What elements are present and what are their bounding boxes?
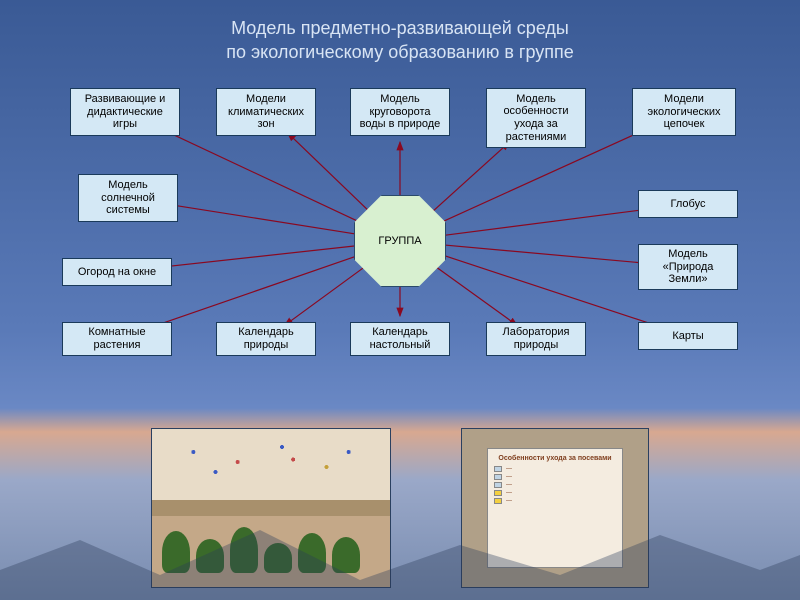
poster-row-text: — (506, 474, 512, 480)
poster-title: Особенности ухода за посевами (494, 455, 616, 462)
photo1-decor-dots (160, 437, 382, 487)
center-node-label: ГРУППА (378, 235, 421, 247)
diagram-node: Модели климатических зон (216, 88, 316, 136)
poster-row-text: — (506, 466, 512, 472)
sun-icon (494, 498, 502, 504)
poster-row-text: — (506, 482, 512, 488)
center-node-group: ГРУППА (354, 195, 446, 287)
sun-icon (494, 490, 502, 496)
plant-icon (162, 531, 190, 573)
diagram-node: Модель солнечной системы (78, 174, 178, 222)
diagram-node: Календарь настольный (350, 322, 450, 356)
photo-classroom (151, 428, 391, 588)
plant-icon (332, 537, 360, 573)
diagram-node: Огород на окне (62, 258, 172, 286)
concept-diagram: ГРУППА Развивающие и дидактические игры М… (0, 0, 800, 420)
poster-row: — (494, 498, 616, 504)
poster-row: — (494, 482, 616, 488)
plant-icon (298, 533, 326, 573)
plant-icon (230, 527, 258, 573)
photo-poster: Особенности ухода за посевами — — — — — (461, 428, 649, 588)
diagram-node: Календарь природы (216, 322, 316, 356)
diagram-node: Модель «Природа Земли» (638, 244, 738, 290)
swatch-icon (494, 482, 502, 488)
poster-row-text: — (506, 498, 512, 504)
diagram-node: Развивающие и дидактические игры (70, 88, 180, 136)
swatch-icon (494, 466, 502, 472)
diagram-node: Модель особенности ухода за растениями (486, 88, 586, 148)
photo-row: Особенности ухода за посевами — — — — — (0, 428, 800, 588)
poster-sheet: Особенности ухода за посевами — — — — — (487, 448, 623, 568)
diagram-node: Лаборатория природы (486, 322, 586, 356)
poster-row-text: — (506, 490, 512, 496)
diagram-node: Модели экологических цепочек (632, 88, 736, 136)
diagram-node: Глобус (638, 190, 738, 218)
poster-row: — (494, 474, 616, 480)
diagram-node: Модель круговорота воды в природе (350, 88, 450, 136)
plant-icon (196, 539, 224, 573)
poster-row: — (494, 490, 616, 496)
diagram-node: Комнатные растения (62, 322, 172, 356)
diagram-node: Карты (638, 322, 738, 350)
photo1-plants (162, 523, 380, 573)
poster-row: — (494, 466, 616, 472)
plant-icon (264, 543, 292, 573)
swatch-icon (494, 474, 502, 480)
